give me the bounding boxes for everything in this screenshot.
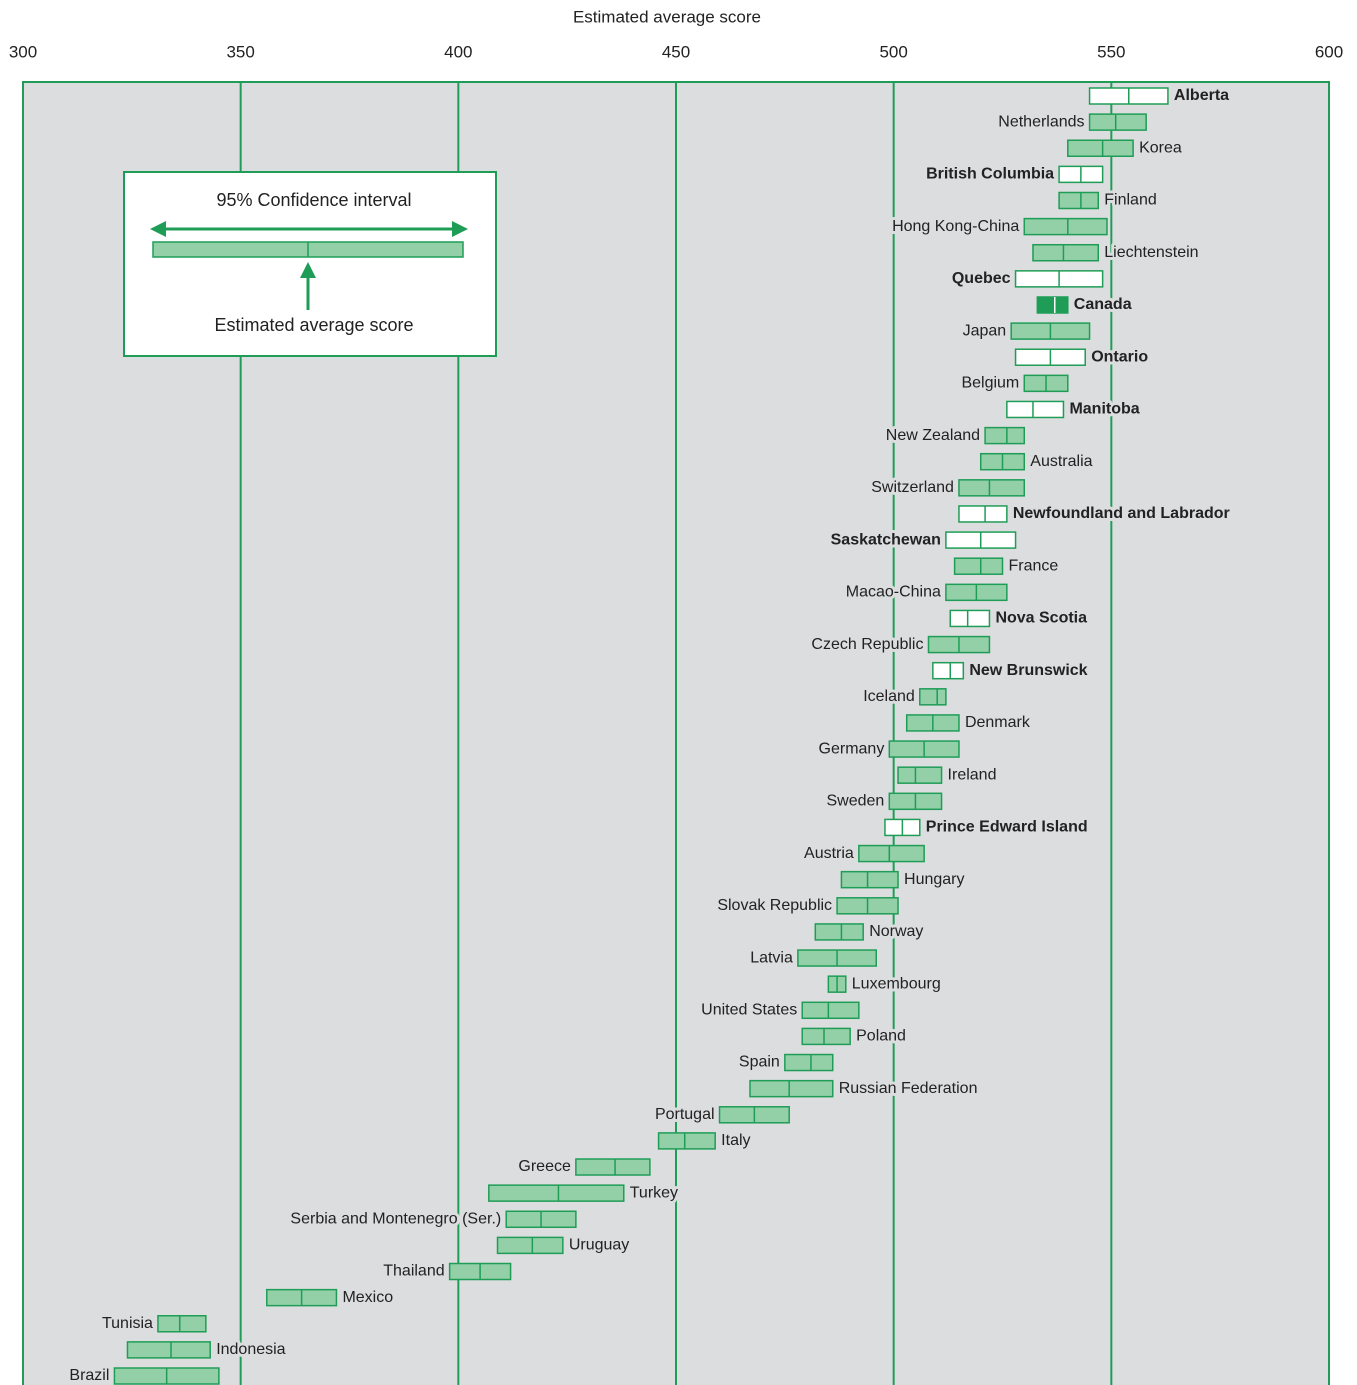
x-tick-label: 350	[226, 42, 254, 61]
interval-bar	[953, 557, 1004, 575]
category-label: Slovak Republic	[717, 897, 832, 914]
category-label: Australia	[1030, 453, 1092, 470]
category-label: British Columbia	[926, 166, 1054, 183]
category-label: France	[1009, 557, 1059, 574]
interval-bar	[801, 1001, 860, 1020]
category-label: Ontario	[1091, 348, 1148, 365]
legend-interval-label: 95% Confidence interval	[216, 190, 411, 210]
category-label: Uruguay	[569, 1237, 629, 1254]
legend-mean-label: Estimated average score	[214, 315, 413, 335]
legend: 95% Confidence interval Estimated average…	[123, 171, 497, 357]
category-label: Spain	[739, 1054, 780, 1071]
category-label: Hong Kong-China	[892, 218, 1019, 235]
interval-bar	[897, 766, 943, 784]
interval-bar	[1006, 400, 1065, 419]
category-label: Macao-China	[846, 584, 941, 601]
category-label: Manitoba	[1069, 401, 1139, 418]
category-label: Norway	[869, 923, 923, 940]
x-tick-label: 550	[1097, 42, 1125, 61]
category-label: Newfoundland and Labrador	[1013, 505, 1230, 522]
interval-bar	[949, 609, 991, 628]
category-label: Finland	[1104, 192, 1156, 209]
category-label: Saskatchewan	[831, 531, 941, 548]
category-label: Belgium	[961, 375, 1019, 392]
category-label: Germany	[819, 740, 885, 757]
interval-bar	[984, 426, 1026, 445]
category-label: Ireland	[948, 766, 997, 783]
interval-bar	[784, 1053, 834, 1072]
interval-bar	[488, 1184, 625, 1202]
category-label: Mexico	[342, 1289, 393, 1306]
interval-bar	[958, 505, 1008, 523]
category-label: Sweden	[826, 793, 884, 810]
legend-box	[123, 171, 497, 357]
category-label: Netherlands	[998, 113, 1084, 130]
category-label: New Zealand	[886, 427, 980, 444]
category-label: Thailand	[383, 1263, 444, 1280]
interval-bar	[1036, 296, 1069, 314]
category-label: New Brunswick	[969, 662, 1087, 679]
category-label: Denmark	[965, 714, 1031, 731]
category-label: Portugal	[655, 1106, 715, 1123]
interval-bar	[1058, 191, 1100, 210]
category-label: Quebec	[952, 270, 1011, 287]
interval-bar	[749, 1079, 834, 1098]
category-label: Serbia and Montenegro (Ser.)	[290, 1210, 501, 1227]
x-tick-label: 600	[1315, 42, 1343, 61]
interval-bar	[858, 844, 925, 863]
interval-bar	[1032, 243, 1100, 262]
category-label: Luxembourg	[852, 975, 941, 992]
category-label: Tunisia	[102, 1315, 153, 1332]
category-label: Japan	[963, 322, 1007, 339]
category-label: Poland	[856, 1028, 906, 1045]
category-label: Czech Republic	[811, 636, 923, 653]
category-label: Greece	[518, 1158, 571, 1175]
x-tick-label: 500	[879, 42, 907, 61]
interval-bar	[126, 1341, 211, 1359]
category-label: Hungary	[904, 871, 964, 888]
interval-bar	[814, 923, 864, 941]
category-label: Brazil	[69, 1367, 109, 1384]
category-label: Alberta	[1174, 87, 1229, 104]
category-label: Indonesia	[216, 1341, 285, 1358]
interval-bar	[657, 1132, 716, 1150]
category-label: Russian Federation	[839, 1080, 978, 1097]
interval-bar	[958, 479, 1026, 497]
interval-bar	[575, 1158, 651, 1176]
interval-bar	[1023, 217, 1108, 236]
x-tick-label: 300	[9, 42, 37, 61]
x-tick-label: 450	[662, 42, 690, 61]
category-label: Italy	[721, 1132, 750, 1149]
interval-bar	[840, 870, 899, 889]
interval-bar	[919, 688, 947, 706]
category-label: Austria	[804, 845, 854, 862]
category-label: Prince Edward Island	[926, 819, 1088, 836]
category-label: Iceland	[863, 688, 915, 705]
axis-title: Estimated average score	[573, 7, 761, 26]
category-label: Nova Scotia	[995, 610, 1087, 627]
interval-bar	[801, 1027, 851, 1046]
interval-bar	[932, 661, 965, 680]
category-label: Liechtenstein	[1104, 244, 1198, 261]
category-label: Turkey	[630, 1184, 678, 1201]
interval-bar	[496, 1236, 564, 1255]
interval-bar	[1088, 113, 1147, 131]
category-label: Switzerland	[871, 479, 954, 496]
interval-bar	[1067, 139, 1134, 157]
interval-bar	[157, 1315, 207, 1333]
legend-arrowhead-up	[300, 262, 316, 278]
x-tick-label: 400	[444, 42, 472, 61]
category-label: Latvia	[750, 949, 793, 966]
category-label: Korea	[1139, 139, 1182, 156]
category-label: Canada	[1074, 296, 1132, 313]
category-label: United States	[701, 1002, 797, 1019]
